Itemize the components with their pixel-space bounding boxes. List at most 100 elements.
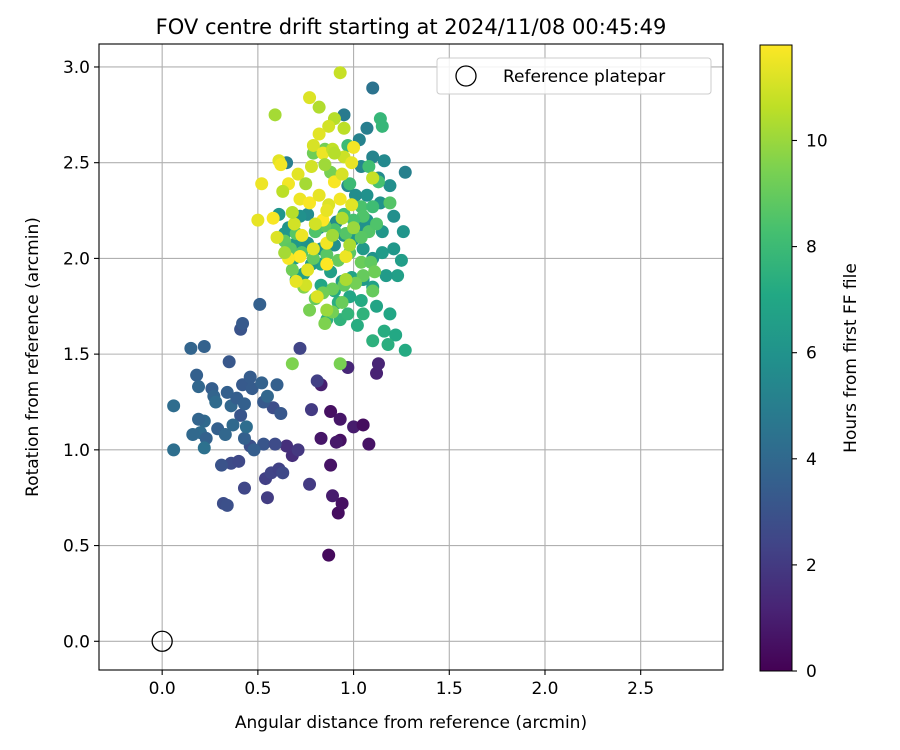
- plot-area-frame: [98, 43, 724, 671]
- scatter-point: [324, 405, 338, 419]
- scatter-point: [335, 167, 349, 181]
- scatter-point: [306, 138, 320, 152]
- scatter-point: [347, 221, 361, 235]
- scatter-point: [333, 66, 347, 80]
- scatter-point: [245, 382, 259, 396]
- y-tick-label: 1.0: [63, 441, 90, 461]
- scatter-point: [335, 211, 349, 225]
- scatter-point: [291, 443, 305, 457]
- scatter-point: [394, 253, 408, 267]
- scatter-point: [220, 498, 234, 512]
- reference-marker: [151, 630, 173, 652]
- scatter-point: [366, 171, 380, 185]
- scatter-point: [318, 316, 332, 330]
- scatter-point: [253, 297, 267, 311]
- x-tick-label: 0.0: [149, 679, 176, 699]
- grid-lines: [99, 44, 723, 670]
- scatter-point: [350, 318, 364, 332]
- scatter-point: [270, 378, 284, 392]
- scatter-point: [285, 205, 299, 219]
- scatter-point: [280, 439, 294, 453]
- scatter-point: [366, 200, 380, 214]
- scatter-point: [327, 146, 341, 160]
- y-tick-label: 2.0: [63, 249, 90, 269]
- scatter-point: [209, 395, 223, 409]
- colorbar-tick-label: 8: [806, 238, 817, 258]
- scatter-point: [383, 307, 397, 321]
- scatter-point: [356, 307, 370, 321]
- chart-title: FOV centre drift starting at 2024/11/08 …: [156, 15, 667, 39]
- scatter-point: [370, 217, 384, 231]
- colorbar-label: Hours from first FF file: [841, 263, 861, 453]
- scatter-point: [324, 458, 338, 472]
- x-tick-label: 0.5: [244, 679, 271, 699]
- scatter-point: [274, 158, 288, 172]
- scatter-point: [335, 295, 349, 309]
- scatter-point: [333, 412, 347, 426]
- scatter-point: [326, 228, 340, 242]
- x-tick-label: 2.5: [627, 679, 654, 699]
- scatter-point: [329, 435, 343, 449]
- scatter-point: [304, 160, 318, 174]
- scatter-point: [345, 156, 359, 170]
- scatter-point: [356, 242, 370, 256]
- colorbar-tick-label: 6: [806, 344, 817, 364]
- scatter-point: [333, 357, 347, 371]
- scatter-point: [362, 160, 376, 174]
- scatter-point: [370, 299, 384, 313]
- scatter-point: [167, 399, 181, 413]
- scatter-point: [266, 211, 280, 225]
- scatter-point: [343, 177, 357, 191]
- scatter-point: [320, 303, 334, 317]
- scatter-point: [192, 380, 206, 394]
- scatter-point: [381, 338, 395, 352]
- y-tick-label: 0.0: [63, 632, 90, 652]
- scatter-point: [354, 230, 368, 244]
- scatter-point: [303, 91, 317, 105]
- scatter-point: [268, 437, 282, 451]
- colorbar-ticks: 0 2 4 6 8 10: [792, 131, 828, 682]
- scatter-point: [375, 246, 389, 260]
- colorbar-tick-label: 4: [806, 450, 817, 470]
- scatter-point: [320, 204, 334, 218]
- scatter-point: [377, 154, 391, 168]
- scatter-point: [236, 316, 250, 330]
- scatter-point: [226, 418, 240, 432]
- legend-box: [436, 57, 712, 95]
- scatter-point: [306, 251, 320, 265]
- scatter-point: [291, 167, 305, 181]
- reference-platepar-point: [151, 630, 173, 652]
- scatter-point: [255, 177, 269, 191]
- scatter-point: [270, 230, 284, 244]
- x-tick-label: 2.0: [531, 679, 558, 699]
- legend-label-reference: Reference platepar: [503, 67, 665, 87]
- scatter-point: [322, 119, 336, 133]
- scatter-point: [354, 294, 368, 308]
- y-tick-label: 0.5: [63, 537, 90, 557]
- scatter-point: [375, 119, 389, 133]
- scatter-point: [312, 127, 326, 141]
- scatter-point: [222, 355, 236, 369]
- scatter-point: [285, 263, 299, 277]
- scatter-point: [343, 238, 357, 252]
- scatter-point: [184, 341, 198, 355]
- scatter-point: [186, 428, 200, 442]
- scatter-point: [398, 343, 412, 357]
- scatter-point: [304, 403, 318, 417]
- scatter-point: [260, 491, 274, 505]
- colorbar-tick-label: 2: [806, 556, 817, 576]
- scatter-point: [278, 246, 292, 260]
- scatter-point: [243, 370, 257, 384]
- scatter-point: [306, 242, 320, 256]
- colorbar-tick-label: 10: [806, 131, 828, 151]
- scatter-point: [310, 290, 324, 304]
- scatter-point: [320, 248, 334, 262]
- scatter-point: [322, 548, 336, 562]
- x-axis-label: Angular distance from reference (arcmin): [235, 713, 587, 733]
- colorbar: [759, 44, 793, 672]
- scatter-point: [366, 284, 380, 298]
- scatter-point: [274, 406, 288, 420]
- scatter-point: [237, 431, 251, 445]
- scatter-point: [301, 263, 315, 277]
- scatter-point: [383, 196, 397, 210]
